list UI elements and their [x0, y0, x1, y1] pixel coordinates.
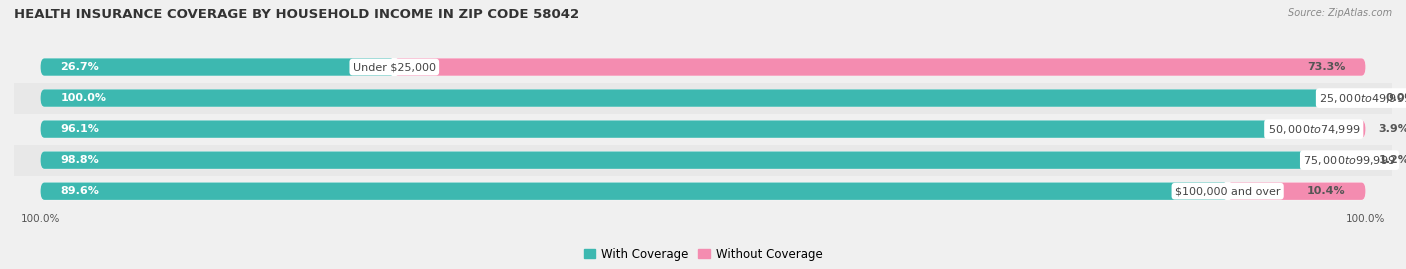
FancyBboxPatch shape — [41, 151, 1365, 169]
Bar — [14, 145, 1392, 176]
Text: Under $25,000: Under $25,000 — [353, 62, 436, 72]
Text: 73.3%: 73.3% — [1308, 62, 1346, 72]
FancyBboxPatch shape — [394, 58, 1365, 76]
Bar — [14, 176, 1392, 207]
Text: 0.0%: 0.0% — [1385, 93, 1406, 103]
FancyBboxPatch shape — [1313, 121, 1365, 138]
FancyBboxPatch shape — [41, 182, 1365, 200]
FancyBboxPatch shape — [41, 121, 1313, 138]
Text: Source: ZipAtlas.com: Source: ZipAtlas.com — [1288, 8, 1392, 18]
FancyBboxPatch shape — [1227, 182, 1365, 200]
FancyBboxPatch shape — [41, 58, 394, 76]
Text: 1.2%: 1.2% — [1379, 155, 1406, 165]
FancyBboxPatch shape — [41, 89, 1365, 107]
Text: HEALTH INSURANCE COVERAGE BY HOUSEHOLD INCOME IN ZIP CODE 58042: HEALTH INSURANCE COVERAGE BY HOUSEHOLD I… — [14, 8, 579, 21]
Bar — [14, 83, 1392, 114]
Legend: With Coverage, Without Coverage: With Coverage, Without Coverage — [579, 243, 827, 265]
FancyBboxPatch shape — [41, 120, 1365, 138]
Bar — [14, 114, 1392, 145]
Text: 10.4%: 10.4% — [1308, 186, 1346, 196]
Text: $25,000 to $49,999: $25,000 to $49,999 — [1319, 91, 1406, 105]
FancyBboxPatch shape — [41, 89, 1365, 107]
FancyBboxPatch shape — [1350, 151, 1365, 169]
Text: 89.6%: 89.6% — [60, 186, 100, 196]
Text: $100,000 and over: $100,000 and over — [1175, 186, 1281, 196]
Text: 96.1%: 96.1% — [60, 124, 100, 134]
Text: 100.0%: 100.0% — [60, 93, 107, 103]
FancyBboxPatch shape — [41, 58, 1365, 76]
Text: 26.7%: 26.7% — [60, 62, 100, 72]
Text: $75,000 to $99,999: $75,000 to $99,999 — [1303, 154, 1396, 167]
Text: 98.8%: 98.8% — [60, 155, 100, 165]
Bar — [14, 52, 1392, 83]
FancyBboxPatch shape — [41, 182, 1227, 200]
FancyBboxPatch shape — [41, 151, 1350, 169]
Text: 3.9%: 3.9% — [1379, 124, 1406, 134]
Text: $50,000 to $74,999: $50,000 to $74,999 — [1268, 123, 1360, 136]
